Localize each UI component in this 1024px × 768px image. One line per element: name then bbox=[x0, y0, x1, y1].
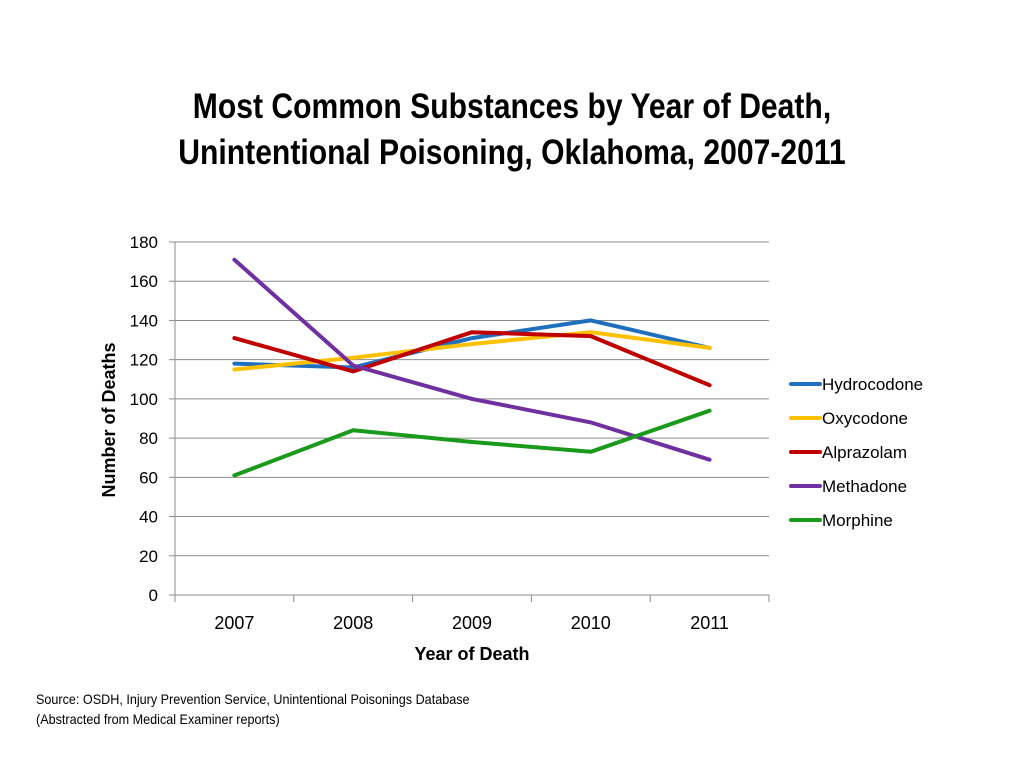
y-tick-label: 100 bbox=[130, 390, 158, 409]
y-tick-label: 60 bbox=[139, 468, 158, 487]
y-axis-label: Number of Deaths bbox=[99, 342, 119, 497]
series-line-alprazolam bbox=[232, 330, 712, 388]
series-line-morphine bbox=[232, 408, 712, 478]
x-tick-label-2009: 2009 bbox=[452, 613, 492, 633]
series-lines bbox=[232, 257, 712, 478]
series-line-hydrocodone bbox=[232, 318, 712, 370]
source-note: Source: OSDH, Injury Prevention Service,… bbox=[36, 689, 470, 729]
x-tick-label-2007: 2007 bbox=[214, 613, 254, 633]
legend-label-methadone: Methadone bbox=[822, 477, 907, 496]
y-tick-label: 0 bbox=[149, 586, 158, 605]
y-tick-label: 80 bbox=[139, 429, 158, 448]
y-tick-label: 40 bbox=[139, 508, 158, 527]
x-axis-label: Year of Death bbox=[414, 644, 529, 664]
y-tick-label: 120 bbox=[130, 351, 158, 370]
source-line-1: Source: OSDH, Injury Prevention Service,… bbox=[36, 691, 470, 707]
legend-label-alprazolam: Alprazolam bbox=[822, 443, 907, 462]
axes: 0 20 40 60 80 100 120 140 160 180 2007 2008 2009 2010… bbox=[130, 233, 770, 633]
y-tick-label: 180 bbox=[130, 233, 158, 252]
legend-label-hydrocodone: Hydrocodone bbox=[822, 375, 923, 394]
gridlines bbox=[175, 241, 769, 557]
x-tick-label-2011: 2011 bbox=[690, 613, 729, 633]
chart-title-line-2: Unintentional Poisoning, Oklahoma, 2007-… bbox=[178, 133, 846, 172]
chart-title-line-1: Most Common Substances by Year of Death, bbox=[192, 87, 832, 126]
y-tick-label: 140 bbox=[130, 311, 158, 330]
x-tick-label-2008: 2008 bbox=[333, 613, 373, 633]
y-tick-label: 160 bbox=[130, 272, 158, 291]
y-tick-label: 20 bbox=[139, 547, 158, 566]
chart-title: Most Common Substances by Year of Death,… bbox=[125, 84, 899, 176]
x-tick-label-2010: 2010 bbox=[571, 613, 611, 633]
source-line-2: (Abstracted from Medical Examiner report… bbox=[36, 711, 280, 727]
series-line-methadone bbox=[232, 257, 712, 462]
legend: Hydrocodone Oxycodone Alprazolam Methadone M… bbox=[789, 375, 923, 530]
legend-label-oxycodone: Oxycodone bbox=[822, 409, 908, 428]
legend-label-morphine: Morphine bbox=[822, 511, 893, 530]
